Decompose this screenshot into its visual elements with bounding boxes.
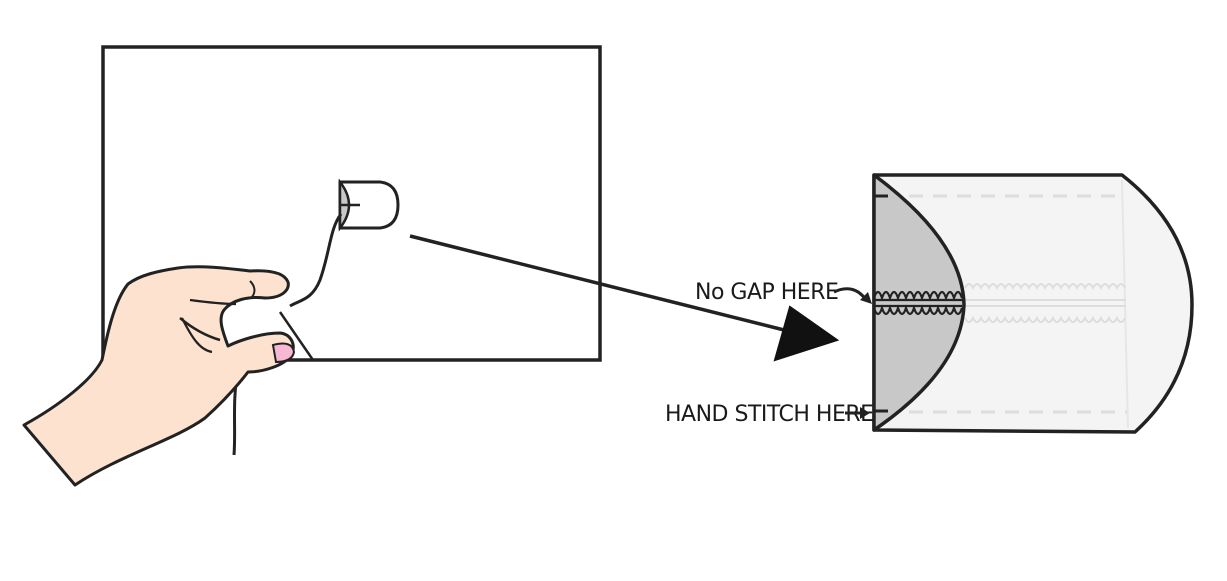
zipper-teeth — [872, 290, 964, 316]
zipper-teeth-faint — [964, 283, 1126, 323]
curved-arrow-icon — [833, 287, 868, 301]
annotation-no-gap: No GAP HERE — [695, 280, 872, 305]
needle — [278, 311, 315, 361]
annotation-hand-stitch: HAND STITCH HERE — [665, 402, 874, 427]
hand-holding-needle-icon — [22, 265, 296, 487]
hand-stitch-label: HAND STITCH HERE — [665, 402, 874, 427]
enlarged-view — [872, 173, 1194, 434]
arrow-right-icon — [409, 234, 840, 362]
no-gap-label: No GAP HERE — [695, 280, 838, 305]
small-opening — [338, 178, 400, 232]
thread — [289, 213, 343, 308]
